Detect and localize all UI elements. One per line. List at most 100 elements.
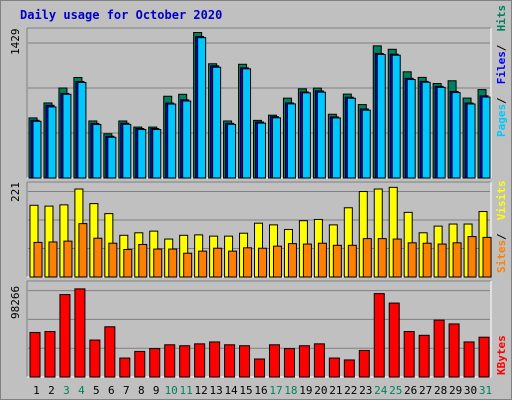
bar-kbytes-13 [209, 341, 221, 378]
bar-pages-30 [466, 103, 476, 179]
chart-title: Daily usage for October 2020 [20, 8, 223, 22]
bar-sites-20 [317, 242, 327, 278]
bar-sites-7 [123, 248, 133, 278]
x-tick-27: 27 [419, 384, 432, 397]
bar-kbytes-17 [268, 344, 280, 378]
bar-sites-21 [332, 244, 342, 278]
x-tick-15: 15 [239, 384, 252, 397]
bar-kbytes-26 [403, 331, 415, 378]
bar-pages-20 [316, 91, 326, 179]
bar-kbytes-31 [478, 336, 490, 378]
x-tick-11: 11 [180, 384, 193, 397]
x-tick-22: 22 [344, 384, 357, 397]
x-tick-30: 30 [464, 384, 477, 397]
legend-kbytes: KBytes [495, 335, 508, 375]
bar-sites-4 [78, 223, 88, 278]
bar-kbytes-8 [134, 350, 146, 378]
x-tick-29: 29 [449, 384, 462, 397]
bar-sites-29 [452, 242, 462, 278]
bar-sites-9 [153, 248, 163, 278]
bar-sites-27 [422, 242, 432, 278]
legend-files: Files [495, 51, 508, 84]
ymax-label-top: 1429 [9, 29, 22, 56]
bar-sites-15 [243, 247, 253, 278]
bar-kbytes-21 [328, 357, 340, 378]
legend-separator: / [495, 44, 508, 51]
x-tick-24: 24 [374, 384, 388, 397]
bar-pages-27 [421, 81, 431, 179]
x-tick-6: 6 [108, 384, 115, 397]
x-tick-18: 18 [284, 384, 297, 397]
legend-top: Pages / Files / Hits [495, 5, 508, 137]
x-tick-4: 4 [78, 384, 85, 397]
bar-kbytes-10 [164, 344, 176, 378]
bar-kbytes-18 [283, 348, 295, 378]
x-tick-12: 12 [195, 384, 208, 397]
bar-sites-16 [258, 247, 268, 278]
legend-bottom: KBytes [495, 335, 508, 375]
bar-pages-25 [391, 54, 401, 179]
bar-pages-3 [62, 93, 72, 179]
bar-sites-23 [362, 238, 372, 278]
bar-pages-24 [376, 53, 386, 179]
bar-kbytes-19 [298, 345, 310, 378]
legend-sites: Sites [495, 240, 508, 273]
bar-kbytes-4 [74, 288, 86, 378]
x-tick-5: 5 [93, 384, 100, 397]
bar-kbytes-15 [239, 345, 251, 378]
bar-kbytes-30 [463, 341, 475, 378]
x-tick-19: 19 [299, 384, 312, 397]
bar-sites-25 [392, 238, 402, 278]
x-tick-26: 26 [404, 384, 417, 397]
bar-sites-10 [168, 248, 178, 278]
bar-kbytes-1 [29, 331, 41, 378]
x-tick-10: 10 [165, 384, 178, 397]
bar-sites-6 [108, 242, 118, 278]
x-tick-1: 1 [33, 384, 40, 397]
bar-pages-12 [197, 37, 207, 179]
bar-kbytes-2 [44, 331, 56, 378]
bar-kbytes-3 [59, 294, 71, 378]
bar-pages-26 [406, 79, 416, 179]
x-tick-13: 13 [209, 384, 222, 397]
bar-pages-16 [257, 122, 267, 179]
bar-sites-5 [93, 237, 103, 278]
bar-pages-15 [242, 68, 252, 179]
bar-sites-14 [228, 250, 238, 278]
bar-pages-23 [361, 109, 371, 179]
bar-pages-6 [107, 136, 117, 179]
bar-pages-31 [481, 96, 491, 179]
ymax-label-middle: 221 [9, 182, 22, 202]
bar-pages-14 [227, 123, 237, 179]
bar-pages-4 [77, 81, 87, 179]
bar-sites-30 [467, 236, 477, 278]
x-tick-23: 23 [359, 384, 372, 397]
bar-kbytes-20 [313, 343, 325, 378]
bar-pages-7 [122, 123, 132, 179]
legend-visits: Visits [495, 180, 508, 220]
bar-pages-5 [92, 124, 102, 179]
bar-sites-3 [63, 240, 73, 278]
bar-pages-11 [182, 100, 192, 179]
bar-pages-1 [32, 120, 42, 179]
x-tick-7: 7 [123, 384, 130, 397]
x-tick-3: 3 [63, 384, 70, 397]
bar-sites-19 [302, 243, 312, 278]
bar-kbytes-6 [104, 326, 116, 378]
bar-sites-28 [437, 243, 447, 278]
bar-pages-18 [286, 103, 296, 179]
bar-sites-2 [48, 241, 58, 278]
bar-sites-11 [183, 252, 193, 278]
bar-pages-10 [167, 103, 177, 179]
bar-sites-17 [272, 245, 282, 278]
x-tick-14: 14 [224, 384, 238, 397]
bar-pages-21 [331, 117, 341, 179]
legend-separator: / [495, 97, 508, 104]
bar-sites-8 [138, 243, 148, 278]
bar-sites-12 [198, 250, 208, 278]
bar-pages-22 [346, 97, 356, 179]
bar-kbytes-7 [119, 357, 131, 378]
x-tick-20: 20 [314, 384, 327, 397]
